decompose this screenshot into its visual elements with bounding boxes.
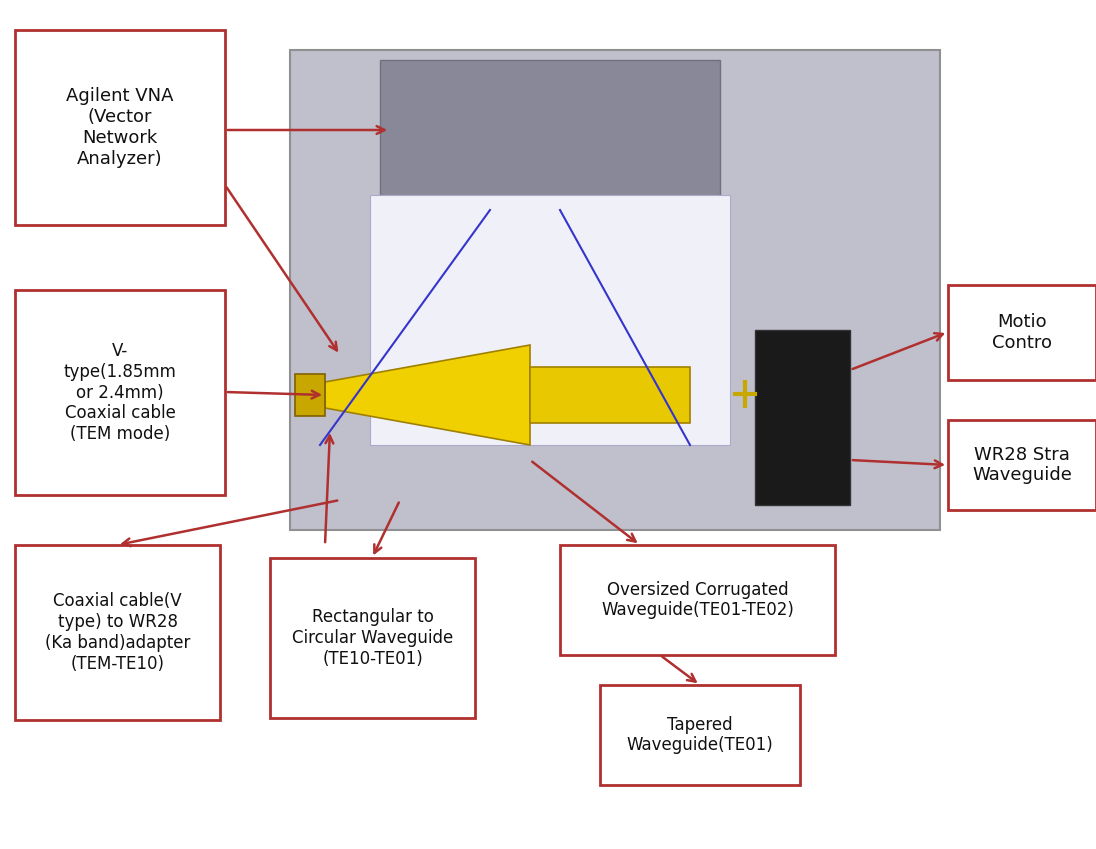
Bar xyxy=(15,290,225,495)
Bar xyxy=(948,285,1096,380)
Bar xyxy=(948,420,1096,510)
Polygon shape xyxy=(326,345,530,445)
Bar xyxy=(290,50,940,530)
Text: V-
type(1.85mm
or 2.4mm)
Coaxial cable
(TEM mode): V- type(1.85mm or 2.4mm) Coaxial cable (… xyxy=(64,342,176,443)
Text: Oversized Corrugated
Waveguide(TE01-TE02): Oversized Corrugated Waveguide(TE01-TE02… xyxy=(601,581,794,620)
Bar xyxy=(380,60,720,200)
Bar xyxy=(600,685,800,785)
Bar xyxy=(560,545,835,655)
Text: Tapered
Waveguide(TE01): Tapered Waveguide(TE01) xyxy=(627,716,774,755)
Text: Rectangular to
Circular Waveguide
(TE10-TE01): Rectangular to Circular Waveguide (TE10-… xyxy=(292,608,453,668)
Bar xyxy=(15,545,220,720)
Text: WR28 Stra
Waveguide: WR28 Stra Waveguide xyxy=(972,446,1072,485)
Bar xyxy=(270,558,475,718)
Polygon shape xyxy=(530,367,690,423)
Bar xyxy=(15,30,225,225)
Bar xyxy=(370,195,730,445)
Text: Motio
Contro: Motio Contro xyxy=(992,313,1052,351)
Bar xyxy=(755,330,850,505)
Text: Agilent VNA
(Vector
Network
Analyzer): Agilent VNA (Vector Network Analyzer) xyxy=(66,87,174,168)
Text: Coaxial cable(V
type) to WR28
(Ka band)adapter
(TEM-TE10): Coaxial cable(V type) to WR28 (Ka band)a… xyxy=(45,593,191,672)
Bar xyxy=(295,374,326,416)
